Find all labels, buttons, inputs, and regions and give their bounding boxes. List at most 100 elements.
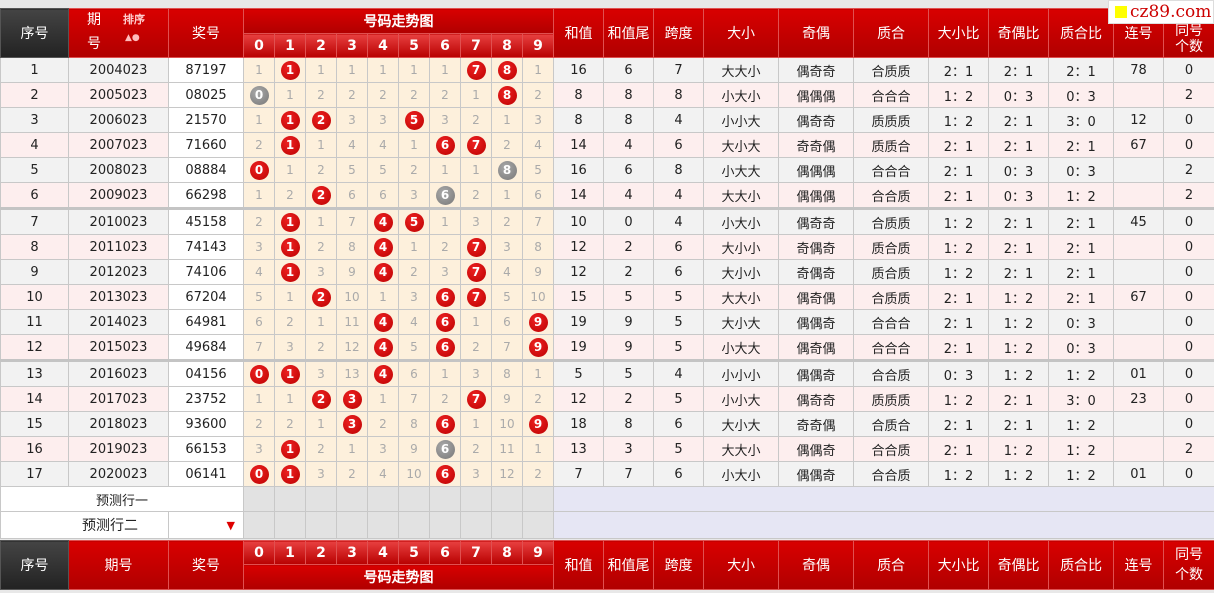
trend-cell-7: 1	[460, 157, 492, 183]
trend-cell-4: 1	[367, 386, 399, 412]
footer-header-issue: 期号	[68, 540, 169, 590]
digit-header-7: 7	[460, 33, 492, 58]
row-sum: 14	[553, 132, 605, 158]
trend-cell-9: 2	[521, 461, 555, 487]
trend-cell-9: 5	[521, 157, 555, 183]
trend-cell-9: 6	[521, 182, 555, 209]
row-consecutive	[1113, 157, 1165, 183]
trend-cell-5: 2	[398, 157, 430, 183]
trend-cell-6: 6	[429, 309, 461, 335]
hit-ball: 5	[404, 212, 424, 232]
sort-button[interactable]: 排序	[123, 13, 145, 26]
row-size: 大小大	[703, 132, 780, 158]
row-size-ratio: 1：2	[928, 82, 990, 108]
trend-cell-7: 2	[460, 334, 492, 361]
trend-cell-1: 1	[274, 259, 306, 285]
hit-ball: 1	[280, 464, 300, 484]
row-sum-tail: 2	[603, 259, 655, 285]
sort-arrows-icon[interactable]: ▲●	[125, 33, 140, 43]
hit-ball: 6	[435, 135, 455, 155]
hit-ball: 2	[311, 389, 331, 409]
row-issue: 2008023	[68, 157, 169, 183]
trend-cell-2: 2	[305, 157, 337, 183]
row-prime-ratio: 2：1	[1048, 284, 1115, 310]
footer-header-prime: 质合	[853, 540, 930, 590]
trend-cell-7: 2	[460, 182, 492, 209]
trend-cell-3: 3	[336, 411, 368, 437]
row-number: 08025	[168, 82, 244, 108]
row-same-count: 0	[1163, 234, 1214, 260]
trend-cell-5: 5	[398, 107, 430, 133]
trend-cell-8: 8	[491, 82, 523, 108]
trend-cell-7: 3	[460, 461, 492, 487]
row-parity-ratio: 1：2	[988, 436, 1050, 462]
row-sum-tail: 9	[603, 334, 655, 361]
row-prime-ratio: 0：3	[1048, 309, 1115, 335]
trend-cell-8: 2	[491, 207, 523, 235]
trend-cell-2: 1	[305, 207, 337, 235]
footer-header-consecutive: 连号	[1113, 540, 1165, 590]
table-row: 4 2007023 71660 2 1 1 4 4 1 6 7 2 4 14 4 6 大小大 奇奇偶 质质合 2：1 2…	[0, 132, 1214, 158]
table-row: 17 2020023 06141 0 1 3 2 4 10 6 3 12 2 7 7 6 小大小 偶偶奇 合合质 1：…	[0, 461, 1214, 487]
footer-digit-header-5: 5	[398, 540, 430, 565]
row-parity-ratio: 2：1	[988, 386, 1050, 412]
hit-ball: 1	[280, 364, 300, 384]
trend-cell-7: 1	[460, 82, 492, 108]
trend-cell-2: 2	[305, 82, 337, 108]
digit-header-2: 2	[305, 33, 337, 58]
trend-cell-3: 13	[336, 359, 368, 387]
trend-cell-8: 8	[491, 57, 523, 83]
row-parity: 奇奇偶	[778, 132, 855, 158]
table-row: 3 2006023 21570 1 1 2 3 3 5 3 2 1 3 8 8 4 小小大 偶奇奇 质质质 1：2 2：…	[0, 107, 1214, 133]
trend-cell-0: 1	[243, 107, 275, 133]
site-logo[interactable]: cz89.com	[1108, 0, 1214, 24]
row-parity: 奇奇偶	[778, 411, 855, 437]
row-prime-ratio: 0：3	[1048, 82, 1115, 108]
row-number: 71660	[168, 132, 244, 158]
trend-cell-2: 2	[305, 284, 337, 310]
row-consecutive: 67	[1113, 284, 1165, 310]
row-number: 08884	[168, 157, 244, 183]
hit-ball: 4	[373, 364, 393, 384]
row-seq: 6	[0, 182, 69, 209]
row-parity-ratio: 2：1	[988, 57, 1050, 83]
table-row: 10 2013023 67204 5 1 2 10 1 3 6 7 5 10 15 5 5 大大小 偶奇偶 合质质 2…	[0, 284, 1214, 310]
row-number: 23752	[168, 386, 244, 412]
row-issue: 2016023	[68, 359, 169, 387]
hit-ball: 0	[249, 464, 269, 484]
row-prime: 质质质	[853, 107, 930, 133]
trend-cell-0: 0	[243, 359, 275, 387]
row-number: 66153	[168, 436, 244, 462]
row-consecutive: 78	[1113, 57, 1165, 83]
trend-cell-9: 1	[521, 359, 555, 387]
row-seq: 3	[0, 107, 69, 133]
row-number: 74143	[168, 234, 244, 260]
row-parity: 偶奇偶	[778, 284, 855, 310]
row-parity: 偶奇偶	[778, 334, 855, 361]
trend-cell-0: 1	[243, 386, 275, 412]
trend-table: 序号 期 号 排序 ▲● 奖号 号码走势图 和值 和值尾 跨度 大小 奇偶 质合…	[0, 8, 1214, 590]
hit-ball: 6	[435, 414, 455, 434]
trend-cell-6: 2	[429, 82, 461, 108]
row-size-ratio: 2：1	[928, 284, 990, 310]
trend-cell-2: 1	[305, 309, 337, 335]
hit-ball: 1	[280, 135, 300, 155]
col-header-issue[interactable]: 期 号 排序 ▲●	[68, 8, 169, 58]
trend-cell-9: 8	[521, 234, 555, 260]
expand-button[interactable]: ▼	[168, 511, 244, 539]
trend-cell-5: 7	[398, 386, 430, 412]
hit-ball: 0	[249, 364, 269, 384]
row-size-ratio: 2：1	[928, 334, 990, 361]
row-prime: 合质质	[853, 207, 930, 235]
row-sum: 10	[553, 207, 605, 235]
footer-digit-header-3: 3	[336, 540, 368, 565]
row-consecutive	[1113, 334, 1165, 361]
digit-header-4: 4	[367, 33, 399, 58]
row-span: 7	[653, 57, 705, 83]
row-parity: 偶偶奇	[778, 461, 855, 487]
row-size-ratio: 1：2	[928, 259, 990, 285]
trend-cell-7: 7	[460, 57, 492, 83]
row-number: 64981	[168, 309, 244, 335]
row-issue: 2011023	[68, 234, 169, 260]
row-prime-ratio: 2：1	[1048, 57, 1115, 83]
